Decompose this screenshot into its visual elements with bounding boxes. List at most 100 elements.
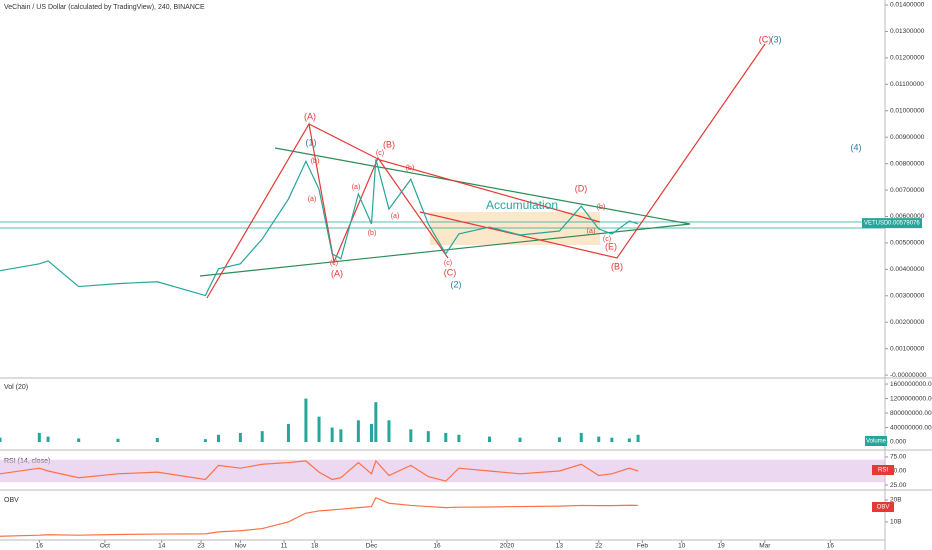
- volume-bar: [518, 437, 522, 443]
- annotation: Accumulation: [486, 198, 558, 212]
- x-tick-label: 11: [281, 543, 288, 550]
- y-tick-label: 0.00900000: [890, 134, 925, 141]
- volume-bar: [369, 423, 373, 443]
- pane-badge: [865, 436, 887, 446]
- price-badge-value: 0.00579076: [888, 221, 920, 227]
- y-tick-label: 0.00600000: [890, 213, 925, 220]
- rsi-band: [0, 459, 885, 483]
- volume-bar: [426, 431, 430, 443]
- y-tick-label: 10B: [890, 519, 902, 526]
- volume-bar: [627, 438, 631, 443]
- x-tick-label: 16: [827, 543, 835, 550]
- y-tick-label: 800000000.000: [890, 410, 932, 417]
- volume-bar: [203, 439, 207, 443]
- y-tick-label: 0.01100000: [890, 81, 924, 88]
- wave-label: (B): [383, 139, 395, 149]
- wave-label: (c): [444, 260, 452, 267]
- wave-line: [308, 123, 601, 223]
- x-tick-label: Nov: [235, 543, 247, 550]
- y-tick-label: 25.00: [890, 482, 907, 489]
- y-tick-label: 75.00: [890, 454, 907, 461]
- x-tick-label: 2020: [500, 543, 515, 550]
- y-tick-label: 400000000.000: [890, 424, 932, 431]
- wave-label: (A): [304, 111, 316, 121]
- volume-bar: [487, 436, 491, 443]
- y-tick-label: -0.00000000: [890, 372, 927, 379]
- y-tick-label: 0.00700000: [890, 187, 925, 194]
- pane-badge: [872, 502, 894, 512]
- y-tick-label: 0.01400000: [890, 2, 925, 9]
- price-line: [0, 459, 639, 482]
- volume-bar: [260, 431, 264, 443]
- wave-label: (c): [603, 236, 611, 243]
- y-tick-label: 0.01300000: [890, 28, 925, 35]
- trend-line: [274, 147, 691, 225]
- pane-title: Vol (20): [4, 384, 28, 391]
- y-tick-label: 0.00300000: [890, 293, 925, 300]
- chart-title: VeChain / US Dollar (calculated by Tradi…: [4, 4, 205, 11]
- volume-bar: [339, 429, 343, 443]
- x-tick-label: 16: [36, 543, 44, 550]
- pane-badge: [872, 465, 894, 475]
- x-tick-label: 19: [717, 543, 725, 550]
- volume-bar: [46, 436, 50, 443]
- volume-bar: [155, 438, 159, 443]
- y-tick-label: 20B: [890, 497, 902, 504]
- x-tick-label: 22: [595, 543, 603, 550]
- x-tick-label: 23: [197, 543, 205, 550]
- wave-label: (b): [406, 165, 415, 172]
- volume-bar: [356, 420, 360, 443]
- wave-label: (E): [605, 241, 617, 251]
- pane-badge-label: OBV: [877, 505, 890, 511]
- volume-bar: [636, 434, 640, 443]
- volume-bar: [444, 432, 448, 443]
- y-tick-label: 0.01000000: [890, 107, 925, 114]
- volume-bar: [557, 437, 561, 443]
- y-tick-label: 0.00500000: [890, 240, 925, 247]
- x-tick-label: 16: [433, 543, 441, 550]
- y-tick-label: 0.00400000: [890, 266, 925, 273]
- price-badge-symbol: VETUSD: [864, 221, 889, 227]
- x-tick-label: 18: [311, 543, 319, 550]
- y-tick-label: 50.00: [890, 468, 907, 475]
- volume-bar: [0, 437, 2, 443]
- wave-label: (B): [611, 261, 623, 271]
- wave-label: (b): [368, 230, 377, 237]
- volume-bar: [286, 423, 290, 443]
- wave-label: (C): [759, 34, 772, 44]
- volume-bar: [116, 438, 120, 443]
- y-tick-label: 0.000: [890, 439, 907, 446]
- volume-bar: [610, 437, 614, 443]
- wave-label: (4): [851, 142, 862, 152]
- pane-title: OBV: [4, 497, 19, 504]
- wave-label: (a): [308, 196, 317, 203]
- wave-label: (a): [352, 184, 361, 191]
- price-line: [0, 159, 639, 297]
- wave-label: (A): [331, 268, 343, 278]
- volume-bar: [579, 432, 583, 443]
- wave-label: (D): [575, 183, 588, 193]
- y-tick-label: 0.00800000: [890, 160, 925, 167]
- y-tick-label: 1600000000.000: [890, 381, 932, 388]
- volume-bar: [409, 429, 413, 443]
- wave-label: (3): [771, 34, 782, 44]
- wave-label: (b): [597, 204, 606, 211]
- wave-label: (a): [391, 213, 400, 220]
- x-tick-label: 10: [678, 543, 686, 550]
- wave-label: (c): [330, 260, 338, 267]
- volume-bar: [77, 438, 81, 443]
- wave-label: (1): [306, 137, 317, 147]
- pane-badge-label: Volume: [866, 439, 887, 445]
- y-tick-label: 0.00200000: [890, 319, 925, 326]
- wave-label: (C): [444, 267, 457, 277]
- wave-label: (c): [376, 150, 384, 157]
- wave-label: (2): [451, 279, 462, 289]
- y-tick-label: 0.01200000: [890, 55, 925, 62]
- volume-bar: [597, 436, 601, 443]
- price-badge: [862, 218, 922, 229]
- wave-label: (b): [311, 158, 320, 165]
- wave-label: (a): [587, 228, 596, 235]
- x-tick-label: 14: [158, 543, 166, 550]
